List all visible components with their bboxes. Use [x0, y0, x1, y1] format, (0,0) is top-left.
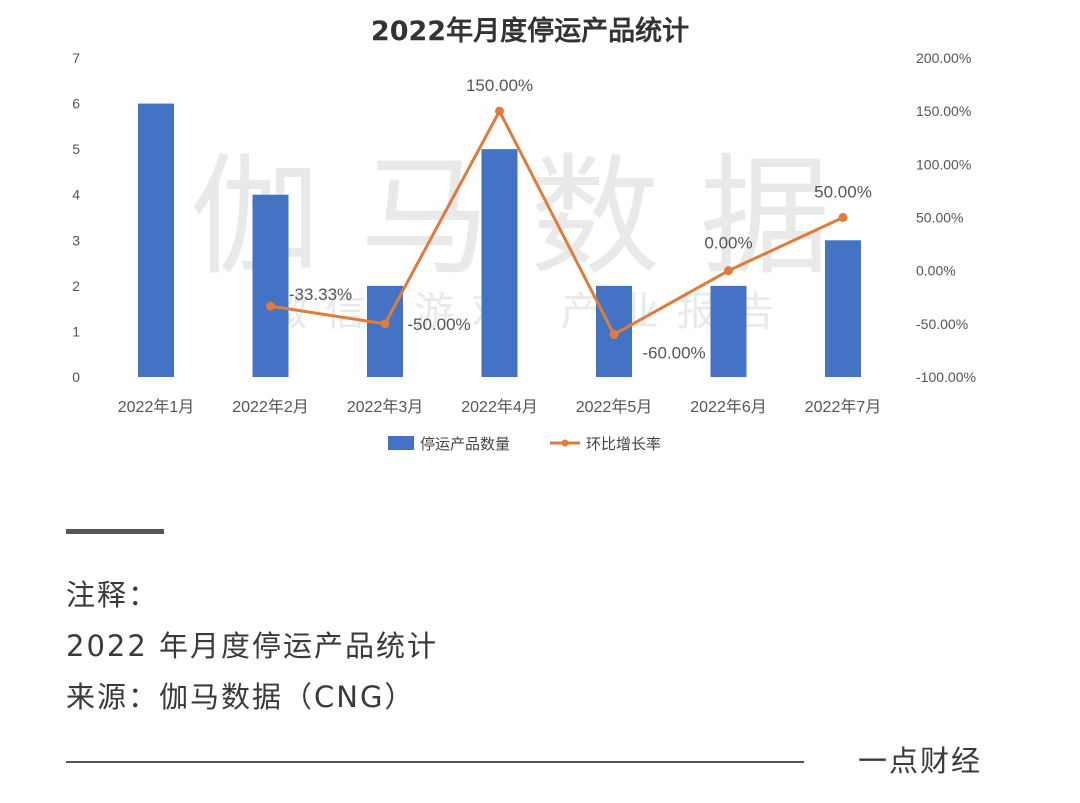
left-tick-label: 3: [72, 232, 80, 248]
left-tick-label: 6: [72, 96, 80, 112]
right-axis: -100.00% -50.00% 0.00% 50.00% 100.00% 150.00%…: [916, 50, 976, 385]
bar: [481, 149, 518, 377]
legend-bar-label: 停运产品数量: [420, 435, 510, 453]
bar: [825, 240, 861, 377]
x-tick-label: 2022年1月: [118, 398, 195, 416]
bottom-divider: [66, 761, 804, 763]
x-tick-label: 2022年5月: [576, 398, 653, 416]
left-tick-label: 1: [72, 323, 80, 339]
notes-caption: 2022 年月度停运产品统计: [66, 629, 439, 663]
bar: [138, 103, 174, 378]
chart-title: 2022年月度停运产品统计: [371, 15, 689, 47]
notes-heading: 注释：: [66, 578, 160, 612]
left-axis: 0 1 2 3 4 5 6 7: [72, 50, 80, 385]
right-tick-label: 0.00%: [916, 263, 956, 279]
line-point: [838, 213, 848, 222]
right-tick-label: 150.00%: [916, 103, 971, 119]
x-tick-label: 2022年6月: [690, 398, 767, 416]
right-tick-label: 100.00%: [916, 156, 971, 172]
x-tick-label: 2022年2月: [232, 398, 309, 416]
data-label: 150.00%: [466, 76, 533, 95]
left-tick-label: 5: [72, 141, 80, 157]
x-tick-label: 2022年3月: [347, 398, 424, 416]
notes-source: 来源：伽马数据（CNG）: [66, 680, 416, 714]
chart: 伽马数据 微信 游戏 产业报告 2022年月度停运产品统计 0 1 2 3 4 5 6 7 -…: [72, 15, 976, 453]
bar: [252, 194, 289, 377]
right-tick-label: 50.00%: [916, 210, 963, 226]
legend: 停运产品数量 环比增长率: [388, 435, 661, 453]
line-point: [380, 319, 390, 329]
data-label: 50.00%: [814, 183, 872, 202]
x-tick-label: 2022年7月: [805, 398, 882, 416]
data-label: -33.33%: [289, 285, 352, 304]
left-tick-label: 7: [72, 50, 80, 66]
top-divider: [66, 529, 164, 534]
line-point: [609, 329, 619, 339]
legend-line-marker: [561, 439, 569, 447]
right-tick-label: -50.00%: [916, 316, 968, 332]
watermark-subtext: 微信 游戏 产业报告: [267, 289, 792, 335]
notes: 注释： 2022 年月度停运产品统计 来源：伽马数据（CNG）: [66, 570, 438, 723]
x-tick-label: 2022年4月: [461, 398, 538, 416]
watermark-text: 伽马数据: [190, 141, 870, 293]
line-series: -33.33% -50.00% 150.00% -60.00% 0.00% 50.00%: [266, 76, 872, 362]
growth-line: [270, 107, 844, 337]
brand-name: 一点财经: [858, 744, 983, 778]
data-label: 0.00%: [704, 234, 752, 253]
data-label: -50.00%: [407, 315, 470, 334]
right-tick-label: -100.00%: [916, 369, 976, 385]
left-tick-label: 2: [72, 278, 80, 294]
x-axis: 2022年1月 2022年2月 2022年3月 2022年4月 2022年5月 2022年…: [118, 398, 882, 416]
legend-line-label: 环比增长率: [586, 435, 661, 453]
bar: [710, 285, 747, 377]
right-tick-label: 200.00%: [916, 50, 971, 66]
left-tick-label: 4: [72, 187, 80, 203]
line-point: [495, 106, 504, 116]
line-point: [724, 266, 733, 276]
left-tick-label: 0: [72, 369, 80, 385]
data-label: -60.00%: [642, 343, 705, 362]
legend-bar-swatch: [388, 436, 414, 450]
line-point: [266, 301, 275, 311]
